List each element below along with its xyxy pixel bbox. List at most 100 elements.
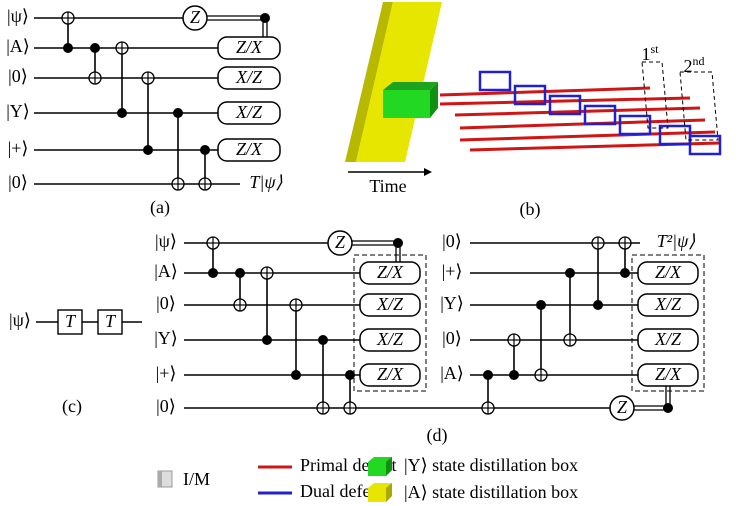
gate-label: T — [65, 311, 77, 331]
gate-box — [637, 261, 699, 285]
ordinal-suffix: st — [650, 42, 659, 56]
wire-label: |A⟩ — [154, 261, 178, 281]
gate-box — [637, 293, 699, 317]
wire-label: |Y⟩ — [154, 328, 178, 348]
legend-label: I/M — [183, 469, 210, 489]
gate-label: Z/X — [236, 37, 263, 57]
marker-box — [641, 61, 669, 129]
wire-label: |+⟩ — [442, 261, 463, 281]
legend-label: Dual defect — [300, 481, 383, 501]
primal-defect — [459, 118, 706, 130]
gate-label: X/Z — [654, 294, 682, 314]
gate-box — [359, 363, 421, 387]
gate-label: Z/X — [236, 139, 263, 159]
gate-label: X/Z — [235, 67, 263, 87]
control-dot — [143, 145, 153, 155]
caption: (a) — [150, 197, 170, 218]
gate-box — [217, 138, 281, 162]
wire-label: |ψ⟩ — [7, 6, 29, 26]
control-dot — [483, 370, 493, 380]
wire-label: |0⟩ — [156, 293, 176, 313]
wire-label: |0⟩ — [442, 328, 462, 348]
gate-box — [359, 328, 421, 352]
control-dot — [593, 300, 603, 310]
output-label: T²|ψ⟩ — [657, 231, 696, 251]
gate-box — [97, 309, 123, 335]
wire-label: |0⟩ — [8, 66, 28, 86]
measure-gate — [609, 395, 635, 421]
legend-label: |A⟩ state distillation box — [404, 482, 578, 502]
control-dot — [345, 370, 355, 380]
wire-label: |A⟩ — [6, 36, 30, 56]
ordinal-suffix: nd — [693, 54, 705, 68]
ordinal-marker: 2nd — [684, 54, 705, 76]
control-dot — [90, 43, 100, 53]
y-box-side — [383, 82, 438, 90]
wire-label: |0⟩ — [442, 231, 462, 251]
wire-label: |+⟩ — [156, 363, 177, 383]
gate-box — [637, 363, 699, 387]
gate-label: X/Z — [235, 102, 263, 122]
y-box-right — [430, 82, 438, 118]
gate-label: X/Z — [654, 329, 682, 349]
dashed-group — [631, 254, 705, 392]
caption: (d) — [427, 425, 448, 446]
control-dot — [173, 108, 183, 118]
gate-label: Z — [190, 7, 201, 27]
dual-defect — [513, 84, 547, 106]
legend-a-box-side — [386, 483, 392, 502]
wire-label: |ψ⟩ — [9, 310, 31, 330]
control-dot — [318, 335, 328, 345]
gate-box — [359, 293, 421, 317]
control-dot — [393, 238, 403, 248]
gate-label: Z/X — [655, 262, 682, 282]
gate-label: Z/X — [377, 262, 404, 282]
gate-label: Z — [335, 232, 346, 252]
legend-y-box-side — [386, 457, 392, 476]
primal-defect — [459, 130, 716, 142]
output-label: T|ψ⟩ — [249, 172, 282, 192]
arrow-head — [424, 168, 432, 176]
ordinal-marker: 1st — [641, 42, 659, 64]
control-dot — [200, 145, 210, 155]
control-dot — [117, 108, 127, 118]
wire-label: |0⟩ — [156, 396, 176, 416]
gate-label: Z/X — [655, 364, 682, 384]
legend-label: |Y⟩ state distillation box — [404, 455, 578, 475]
control-dot — [262, 335, 272, 345]
primal-defect — [454, 106, 701, 117]
gate-box — [217, 66, 281, 90]
control-dot — [536, 300, 546, 310]
caption: (c) — [62, 396, 82, 417]
gate-label: Z/X — [377, 364, 404, 384]
wire-label: |Y⟩ — [440, 293, 464, 313]
marker-box — [679, 71, 719, 141]
dual-defect — [688, 134, 722, 156]
time-label: Time — [369, 176, 406, 196]
control-dot — [509, 370, 519, 380]
gate-box — [637, 328, 699, 352]
wire-label: |A⟩ — [440, 363, 464, 383]
control-dot — [208, 268, 218, 278]
caption: (b) — [520, 199, 541, 220]
primal-defect — [439, 96, 691, 106]
dual-defect — [478, 70, 512, 92]
gate-box — [217, 101, 281, 125]
dual-defect — [583, 104, 617, 126]
gate-box — [217, 36, 281, 60]
wire-label: |+⟩ — [8, 138, 29, 158]
ordinal-number: 1 — [641, 44, 650, 64]
control-dot — [235, 268, 245, 278]
control-dot — [291, 370, 301, 380]
dashed-group — [353, 254, 427, 392]
control-dot — [663, 403, 673, 413]
gate-label: X/Z — [376, 329, 404, 349]
wire-label: |Y⟩ — [6, 101, 30, 121]
dual-defect — [548, 94, 582, 116]
control-dot — [63, 43, 73, 53]
control-dot — [565, 268, 575, 278]
a-box-side — [345, 2, 393, 162]
control-dot — [620, 268, 630, 278]
gate-label: Z — [617, 397, 628, 417]
